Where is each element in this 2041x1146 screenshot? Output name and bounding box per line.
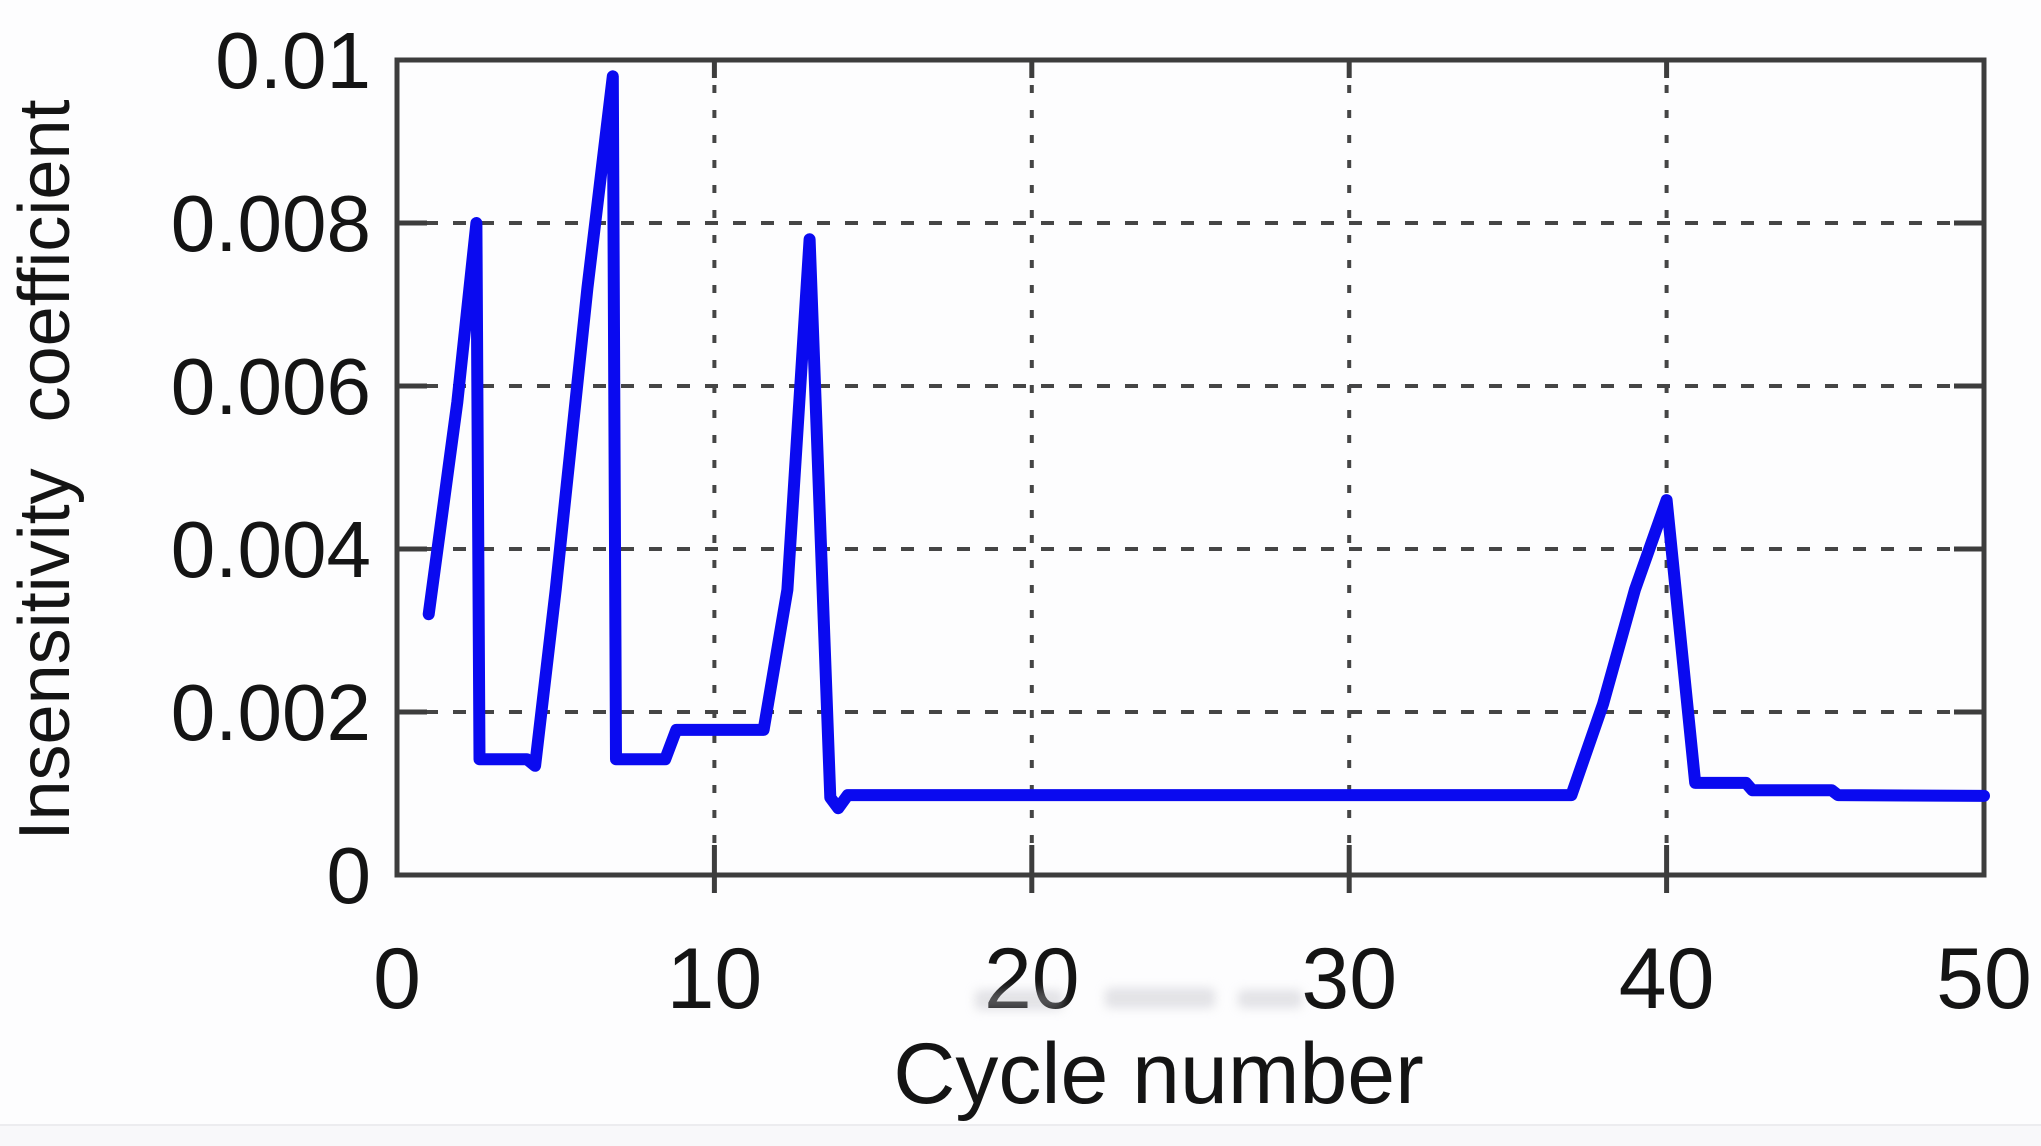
ghost-watermark — [1105, 988, 1215, 1008]
x-tick-label: 20 — [984, 931, 1080, 1027]
y-tick-label: 0.004 — [171, 505, 371, 594]
x-axis-label: Cycle number — [893, 1026, 1424, 1122]
x-tick-label: 10 — [667, 931, 763, 1027]
ghost-watermark — [975, 990, 1063, 1010]
data-line — [422, 70, 1990, 815]
x-tick-label: 50 — [1936, 931, 2032, 1027]
y-tick-label: 0 — [327, 831, 372, 920]
y-tick-label: 0.01 — [215, 16, 371, 105]
ghost-watermark — [1238, 990, 1302, 1008]
plot-border — [394, 57, 1987, 878]
x-tick-label: 40 — [1619, 931, 1715, 1027]
bottom-edge-strip — [0, 1124, 2041, 1146]
y-tick-label: 0.006 — [171, 342, 371, 431]
x-tick-label: 0 — [373, 931, 421, 1027]
y-axis-label: Insensitivity coefficient — [5, 99, 85, 841]
y-tick-label: 0.002 — [171, 668, 371, 757]
x-tick-label: 30 — [1301, 931, 1397, 1027]
y-tick-label: 0.008 — [171, 179, 371, 268]
